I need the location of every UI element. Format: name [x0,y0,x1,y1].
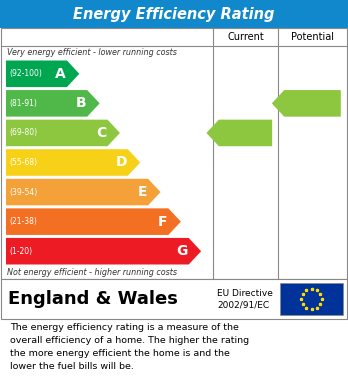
Text: A: A [55,67,66,81]
Text: (92-100): (92-100) [9,69,42,78]
Text: Energy Efficiency Rating: Energy Efficiency Rating [73,7,275,22]
Text: 80: 80 [308,96,329,111]
Polygon shape [6,120,120,146]
Polygon shape [6,149,140,176]
Text: EU Directive: EU Directive [217,289,273,298]
Text: (69-80): (69-80) [9,128,37,137]
Text: F: F [158,215,167,229]
Text: The energy efficiency rating is a measure of the
overall efficiency of a home. T: The energy efficiency rating is a measur… [10,323,249,371]
Text: Potential: Potential [291,32,334,42]
Bar [1,279,347,319]
Text: E: E [137,185,147,199]
Text: C: C [96,126,106,140]
Polygon shape [6,179,160,205]
Polygon shape [6,208,181,235]
Polygon shape [272,90,341,117]
Polygon shape [206,120,272,146]
Text: (39-54): (39-54) [9,188,37,197]
Text: D: D [115,156,127,170]
Text: B: B [76,96,86,110]
Text: Very energy efficient - lower running costs: Very energy efficient - lower running co… [7,48,177,57]
Text: Current: Current [227,32,264,42]
Polygon shape [6,61,79,87]
Polygon shape [6,238,201,264]
Text: (1-20): (1-20) [9,247,32,256]
Polygon shape [6,90,100,117]
Bar [280,283,343,315]
Text: G: G [176,244,188,258]
Text: (55-68): (55-68) [9,158,37,167]
Text: 72: 72 [240,126,261,140]
Bar [0,0,348,28]
Bar [1,28,347,279]
Text: (21-38): (21-38) [9,217,37,226]
Text: 2002/91/EC: 2002/91/EC [217,301,269,310]
Text: Not energy efficient - higher running costs: Not energy efficient - higher running co… [7,268,177,277]
Text: England & Wales: England & Wales [8,290,178,308]
Text: (81-91): (81-91) [9,99,37,108]
